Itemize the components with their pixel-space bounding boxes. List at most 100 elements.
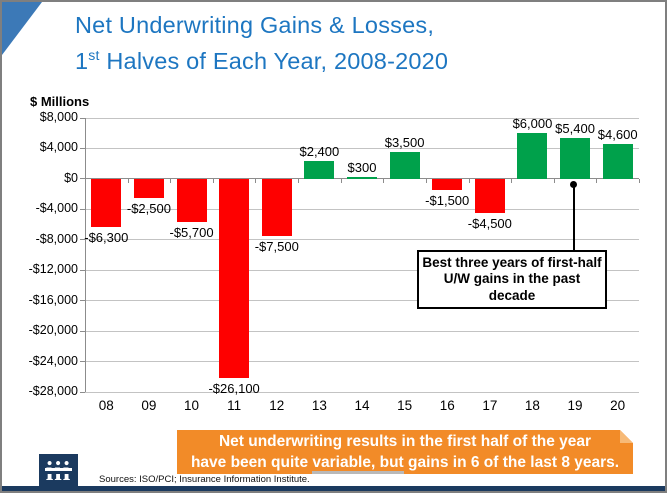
x-axis-tick <box>639 178 640 183</box>
x-tick-label-2019: 19 <box>567 398 583 413</box>
x-axis-tick <box>553 178 555 183</box>
bar-2012 <box>261 178 292 236</box>
y-tick-label: -$20,000 <box>28 323 78 338</box>
x-axis-tick <box>212 178 214 183</box>
page-title: Net Underwriting Gains & Losses, 1st Halv… <box>75 10 448 76</box>
title-line2-superscript: st <box>88 47 100 63</box>
banner-line1: Net underwriting results in the first ha… <box>218 433 592 450</box>
bar-2010 <box>176 178 207 223</box>
title-line1: Net Underwriting Gains & Losses, <box>75 12 435 38</box>
x-tick-label-2012: 12 <box>269 398 285 413</box>
bar-2013 <box>304 160 335 179</box>
value-label-2008: -$6,300 <box>84 229 129 245</box>
gridline-$8,000 <box>85 117 639 119</box>
x-tick-label-2017: 17 <box>482 398 498 413</box>
x-tick-label-2018: 18 <box>524 398 540 413</box>
y-tick-label: -$28,000 <box>28 384 78 398</box>
x-axis-tick <box>127 178 129 183</box>
x-tick-label-2015: 15 <box>397 398 413 413</box>
y-tick-label: $4,000 <box>39 140 78 155</box>
annotation-text: Best three years of first-half U/W gains… <box>422 255 602 303</box>
y-tick-label: -$12,000 <box>28 262 78 277</box>
x-tick-label-2014: 14 <box>354 398 370 413</box>
x-tick-label-2013: 13 <box>311 398 327 413</box>
value-label-2010: -$5,700 <box>169 225 214 241</box>
bar-2011 <box>219 178 250 378</box>
value-label-2016: -$1,500 <box>425 193 470 209</box>
x-tick-label-2010: 10 <box>184 398 200 413</box>
banner-line2-underlined: variable, but <box>312 454 403 474</box>
value-label-2009: -$2,500 <box>126 200 171 216</box>
bar-2008 <box>91 178 122 227</box>
annotation-leader-dot <box>570 181 577 188</box>
gridline--$24,000 <box>85 361 639 363</box>
y-tick-label: -$16,000 <box>28 292 78 307</box>
y-tick-label: -$8,000 <box>35 231 78 246</box>
title-line2-number: 1 <box>75 47 89 74</box>
y-tick-label: $8,000 <box>39 110 78 124</box>
x-axis-tick <box>596 178 598 183</box>
y-axis-tick <box>80 300 85 302</box>
bar-2009 <box>133 178 164 198</box>
x-axis-tick <box>85 178 86 183</box>
bar-2014 <box>347 176 377 179</box>
banner-line2-pre: have been quite <box>190 454 313 471</box>
banner-line2-post: gains in 6 of the last 8 years. <box>403 454 620 471</box>
x-axis-tick <box>298 178 300 183</box>
x-axis-tick <box>383 178 385 183</box>
value-label-2011: -$26,100 <box>208 380 260 396</box>
gridline--$20,000 <box>85 330 639 332</box>
gridline-$0 <box>85 178 639 180</box>
iii-logo-crossbar <box>45 468 72 474</box>
x-tick-label-2011: 11 <box>227 398 242 413</box>
value-label-2017: -$4,500 <box>467 216 512 232</box>
x-tick-label-2009: 09 <box>141 398 157 413</box>
x-tick-label-2016: 16 <box>439 398 455 413</box>
y-axis-tick <box>80 208 85 210</box>
x-tick-label-2008: 08 <box>98 398 114 413</box>
y-axis-tick <box>80 391 85 393</box>
x-tick-label-2020: 20 <box>610 398 626 413</box>
gridline--$28,000 <box>85 391 639 393</box>
value-label-2013: $2,400 <box>299 143 340 159</box>
bar-2020 <box>602 143 633 179</box>
gridline--$12,000 <box>85 269 639 271</box>
y-axis-tick <box>80 147 85 149</box>
value-label-2020: $4,600 <box>597 126 638 142</box>
bar-2015 <box>389 152 420 179</box>
x-axis-tick <box>511 178 513 183</box>
x-axis-tick <box>340 178 342 183</box>
value-label-2012: -$7,500 <box>254 238 299 254</box>
y-axis-tick <box>80 361 85 363</box>
gridline--$16,000 <box>85 300 639 302</box>
title-line2-rest: Halves of Each Year, 2008-2020 <box>99 47 449 74</box>
y-axis-unit-label: $ Millions <box>30 94 90 109</box>
y-axis-line <box>84 118 86 392</box>
bar-2017 <box>474 178 505 214</box>
gridline--$4,000 <box>85 208 639 210</box>
y-tick-label: -$4,000 <box>35 201 78 216</box>
x-axis-tick <box>255 178 257 183</box>
y-axis-tick <box>80 269 85 271</box>
annotation-box: Best three years of first-half U/W gains… <box>417 250 607 310</box>
y-tick-label: -$24,000 <box>28 353 78 368</box>
takeaway-banner: Net underwriting results in the first ha… <box>177 430 633 474</box>
value-label-2014: $300 <box>347 159 377 175</box>
banner-line2: have been quite variable, but gains in 6… <box>177 452 633 473</box>
bar-2019 <box>560 137 591 179</box>
value-label-2018: $6,000 <box>512 116 553 132</box>
y-axis-tick <box>80 239 85 241</box>
bar-2018 <box>517 133 548 179</box>
gridline-$4,000 <box>85 147 639 149</box>
bar-2016 <box>432 178 463 191</box>
y-tick-label: $0 <box>64 170 78 185</box>
value-label-2015: $3,500 <box>384 135 425 151</box>
y-axis-tick <box>80 330 85 332</box>
sources-text: Sources: ISO/PCI; Insurance Information … <box>99 474 310 485</box>
gridline--$8,000 <box>85 239 639 241</box>
bottom-navy-bar <box>2 486 665 491</box>
annotation-leader-line <box>573 185 575 250</box>
x-axis-tick <box>425 178 427 183</box>
